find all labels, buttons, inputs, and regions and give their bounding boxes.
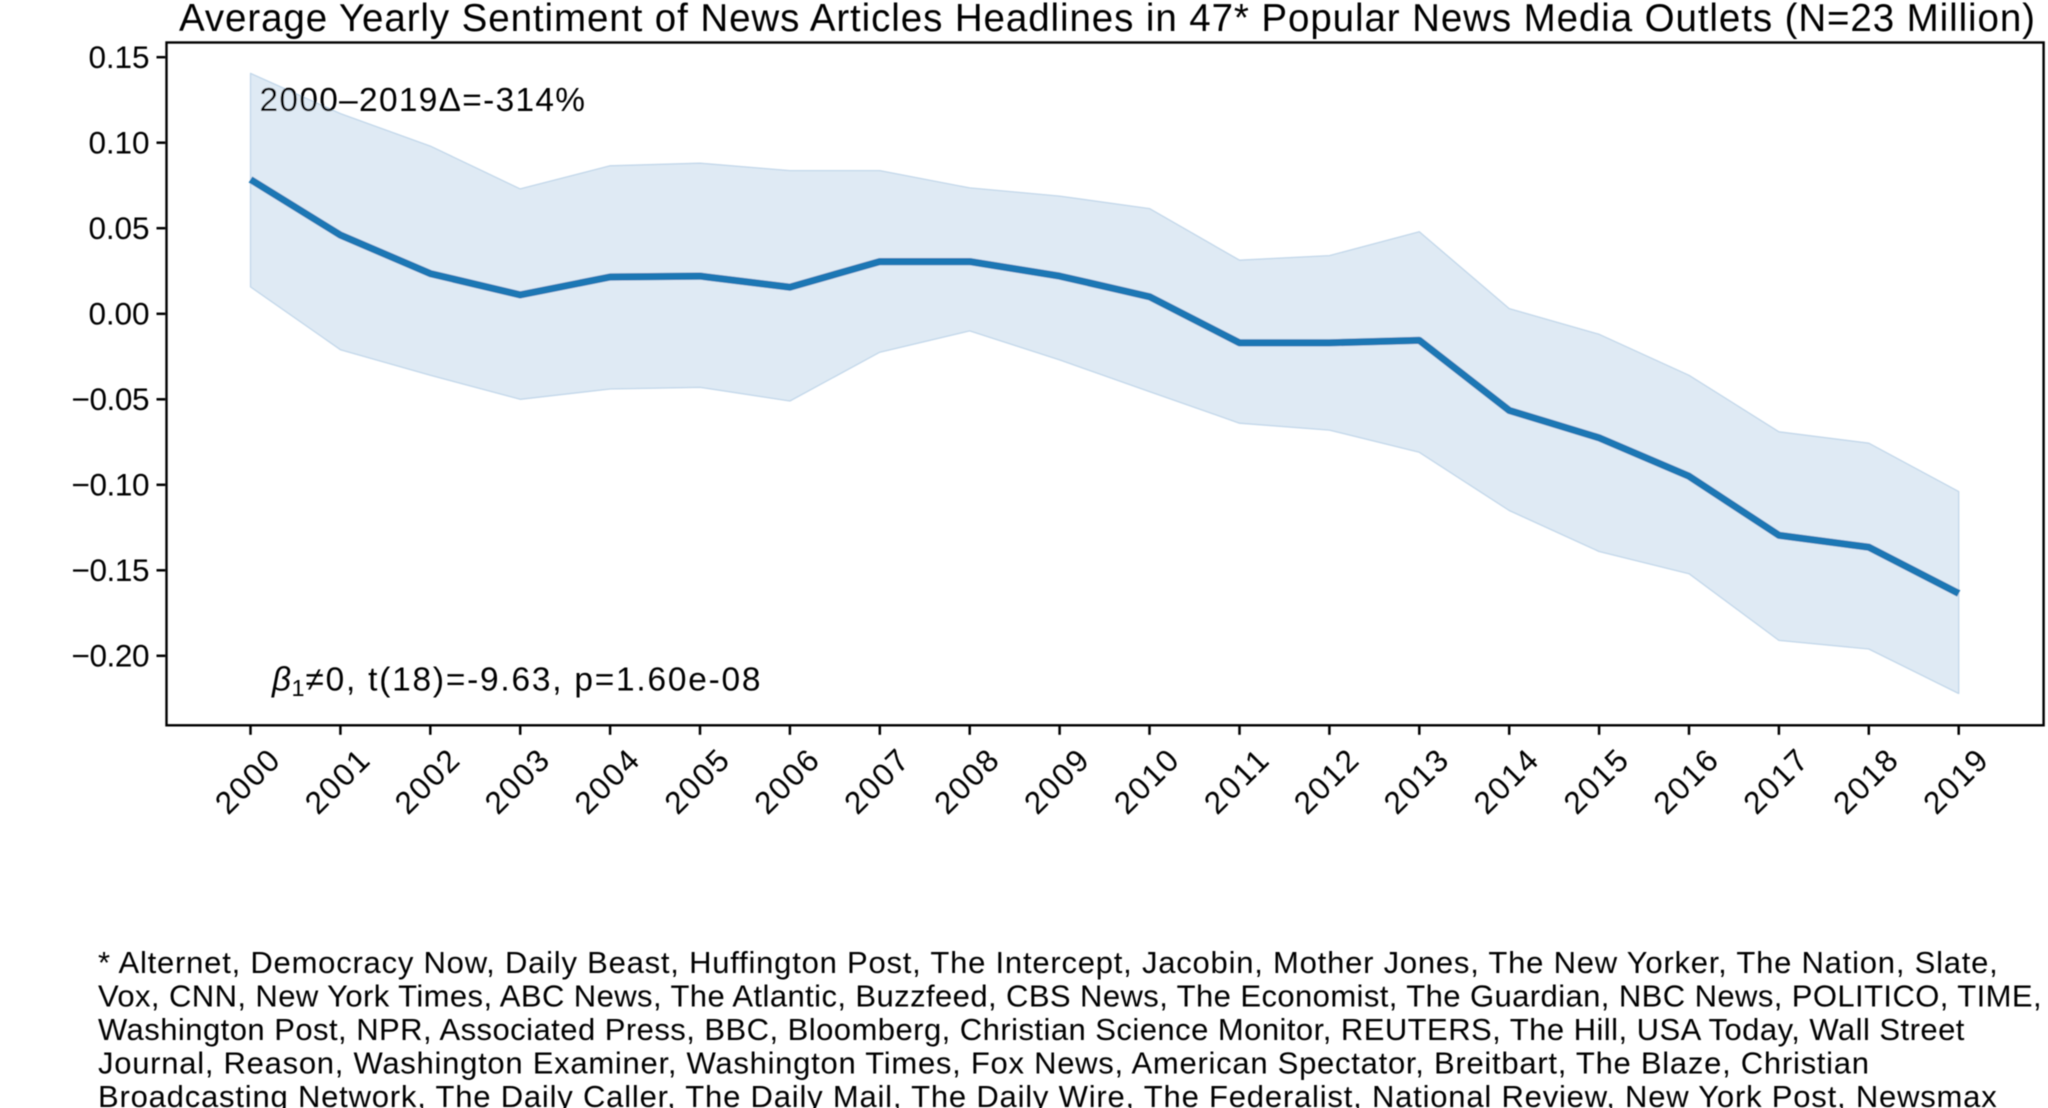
svg-text:Broadcasting Network, The Dail: Broadcasting Network, The Daily Caller, …: [98, 1079, 1997, 1108]
svg-text:Journal, Reason, Washington Ex: Journal, Reason, Washington Examiner, Wa…: [98, 1045, 1869, 1080]
svg-text:0.00: 0.00: [89, 296, 150, 332]
svg-text:Vox, CNN, New York Times, ABC: Vox, CNN, New York Times, ABC News, The …: [98, 978, 2042, 1013]
svg-text:0.05: 0.05: [89, 210, 150, 246]
svg-text:≠0, t(18)=-9.63, p=1.60e-08: ≠0, t(18)=-9.63, p=1.60e-08: [306, 661, 761, 698]
svg-text:* Alternet, Democracy Now, Dai: * Alternet, Democracy Now, Daily Beast, …: [98, 945, 1998, 980]
svg-text:β: β: [271, 661, 291, 698]
svg-text:Washington Post, NPR, Associat: Washington Post, NPR, Associated Press, …: [98, 1012, 1965, 1047]
svg-text:−0.15: −0.15: [72, 552, 150, 588]
svg-text:2000–2019Δ=-314%: 2000–2019Δ=-314%: [260, 82, 586, 119]
svg-text:1: 1: [292, 675, 305, 701]
svg-text:−0.20: −0.20: [72, 638, 150, 674]
svg-text:0.15: 0.15: [89, 39, 150, 75]
svg-text:−0.05: −0.05: [72, 381, 150, 417]
svg-text:0.10: 0.10: [89, 125, 150, 161]
svg-text:Average Yearly Sentiment of Ne: Average Yearly Sentiment of News Article…: [179, 0, 2035, 40]
svg-text:−0.10: −0.10: [72, 467, 150, 503]
